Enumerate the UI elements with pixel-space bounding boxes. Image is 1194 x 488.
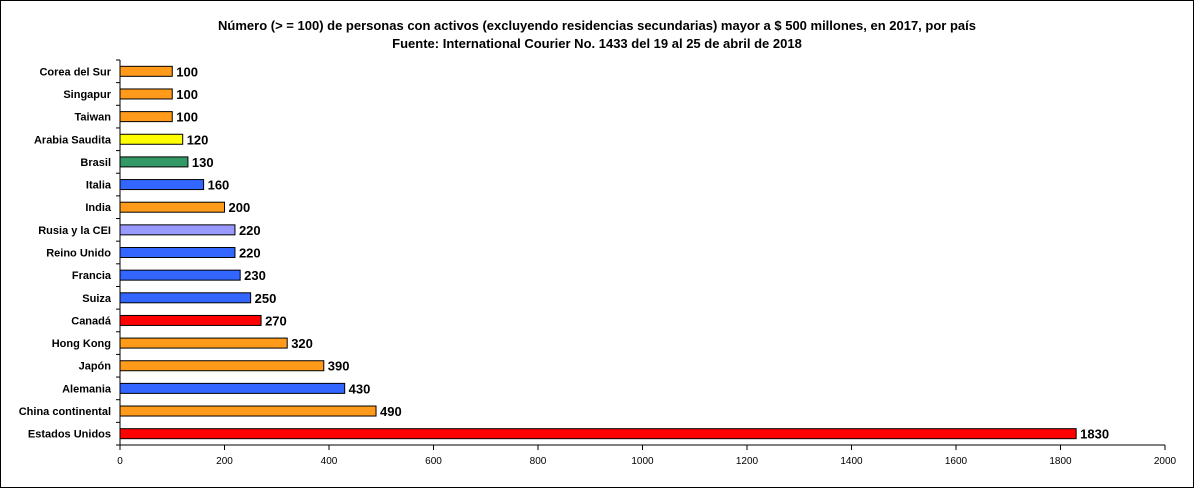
chart-title: Número (> = 100) de personas con activos… xyxy=(218,18,976,33)
x-tick-label: 600 xyxy=(425,456,442,467)
bar xyxy=(119,405,377,417)
category-label: Italia xyxy=(86,180,112,192)
category-label: Estados Unidos xyxy=(28,429,111,441)
bar xyxy=(119,360,325,372)
category-label: Suiza xyxy=(82,293,112,305)
data-label: 220 xyxy=(239,246,261,261)
x-tick-label: 1400 xyxy=(840,456,863,467)
x-tick-label: 2000 xyxy=(1154,456,1177,467)
category-label: China continental xyxy=(19,406,111,418)
category-label: Arabia Saudita xyxy=(34,134,112,146)
data-label: 200 xyxy=(229,200,251,215)
bar xyxy=(119,382,346,394)
data-label: 100 xyxy=(176,110,198,125)
bar xyxy=(119,292,252,304)
x-tick-label: 800 xyxy=(530,456,547,467)
bar xyxy=(119,88,173,100)
bar xyxy=(119,133,184,145)
bar xyxy=(119,428,1077,440)
bar xyxy=(119,201,225,213)
data-label: 130 xyxy=(192,155,214,170)
data-label: 120 xyxy=(187,132,209,147)
x-tick-label: 1000 xyxy=(631,456,654,467)
category-label: Canadá xyxy=(71,315,112,327)
data-label: 1830 xyxy=(1080,427,1109,442)
data-label: 490 xyxy=(380,404,402,419)
data-label: 230 xyxy=(244,268,266,283)
category-label: Japón xyxy=(79,361,112,373)
category-label: Singapur xyxy=(63,89,111,101)
data-label: 100 xyxy=(176,64,198,79)
x-tick-label: 200 xyxy=(216,456,233,467)
bar xyxy=(119,269,241,281)
category-label: Brasil xyxy=(80,157,111,169)
category-label: Francia xyxy=(72,270,112,282)
bar xyxy=(119,65,173,77)
data-label: 220 xyxy=(239,223,261,238)
x-tick-label: 400 xyxy=(321,456,338,467)
data-label: 320 xyxy=(291,336,313,351)
data-label: 100 xyxy=(176,87,198,102)
x-tick-label: 0 xyxy=(117,456,123,467)
category-label: Hong Kong xyxy=(52,338,111,350)
data-label: 270 xyxy=(265,313,287,328)
x-tick-label: 1200 xyxy=(736,456,759,467)
bar xyxy=(119,337,288,349)
category-label: Corea del Sur xyxy=(39,66,111,78)
category-label: Reino Unido xyxy=(46,248,111,260)
data-label: 390 xyxy=(328,359,350,374)
bar xyxy=(119,111,173,123)
x-tick-label: 1600 xyxy=(945,456,968,467)
data-label: 160 xyxy=(208,178,230,193)
bar xyxy=(119,224,236,236)
category-label: Taiwan xyxy=(75,112,112,124)
category-label: Alemania xyxy=(62,383,112,395)
data-label: 430 xyxy=(349,381,371,396)
category-label: Rusia y la CEI xyxy=(38,225,111,237)
bar xyxy=(119,247,236,258)
bar xyxy=(119,314,262,326)
category-label: India xyxy=(85,202,112,214)
bar xyxy=(119,156,189,168)
bar xyxy=(119,179,205,191)
data-label: 250 xyxy=(255,291,277,306)
x-tick-label: 1800 xyxy=(1049,456,1072,467)
chart-subtitle: Fuente: International Courier No. 1433 d… xyxy=(392,36,802,51)
